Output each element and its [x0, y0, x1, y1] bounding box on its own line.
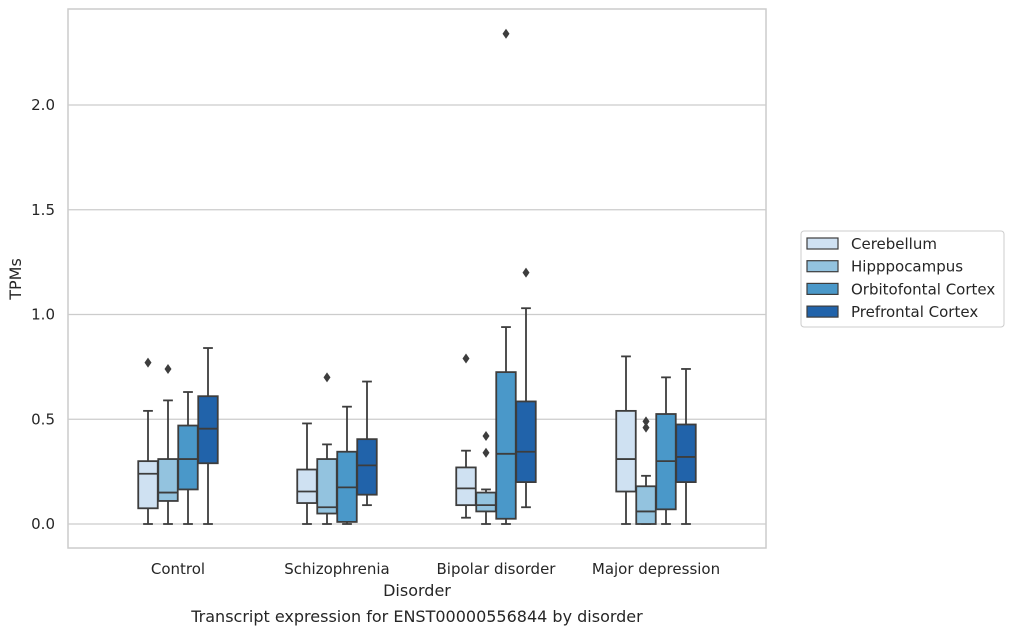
y-tick-label: 0.0 — [31, 515, 55, 533]
box-cerebellum-3 — [615, 355, 637, 525]
box-iqr — [475, 491, 497, 513]
box-cerebellum-0 — [137, 357, 159, 525]
outlier-point — [502, 28, 510, 39]
legend-item: Prefrontal Cortex — [806, 303, 978, 321]
box-cerebellum-1 — [296, 422, 318, 525]
legend-item: Cerebellum — [806, 235, 937, 253]
legend-swatch — [806, 260, 839, 273]
outlier-point — [144, 357, 152, 368]
box-cerebellum-2 — [455, 353, 477, 519]
x-axis-label: Disorder — [383, 581, 451, 600]
outlier-point — [642, 422, 650, 433]
box-iqr — [157, 458, 179, 502]
outlier-point — [164, 363, 172, 374]
outlier-point — [522, 267, 530, 278]
legend-label: Prefrontal Cortex — [851, 303, 978, 321]
legend-label: Orbitofontal Cortex — [851, 280, 995, 298]
outlier-point — [482, 431, 490, 442]
box-orbitofontal-cortex-2 — [495, 28, 517, 525]
legend-swatch — [806, 282, 839, 295]
box-iqr — [356, 438, 378, 496]
legend-label: Hipppocampus — [851, 258, 963, 276]
x-tick-label: Schizophrenia — [284, 560, 389, 578]
legend-swatch — [806, 305, 839, 318]
box-orbitofontal-cortex-3 — [655, 376, 677, 525]
box-iqr — [197, 395, 219, 465]
box-prefrontal-cortex-2 — [515, 267, 537, 509]
box-hipppocampus-2 — [475, 431, 497, 525]
box-iqr — [296, 468, 318, 504]
box-iqr — [635, 485, 657, 525]
box-iqr — [177, 424, 199, 491]
chart-caption: Transcript expression for ENST0000055684… — [190, 607, 643, 626]
legend-label: Cerebellum — [851, 235, 937, 253]
outlier-point — [642, 416, 650, 427]
y-tick-label: 0.5 — [31, 410, 55, 428]
box-hipppocampus-1 — [316, 372, 338, 525]
outlier-point — [462, 353, 470, 364]
y-tick-label: 2.0 — [31, 96, 55, 114]
legend-item: Orbitofontal Cortex — [806, 280, 995, 298]
box-prefrontal-cortex-1 — [356, 380, 378, 507]
box-orbitofontal-cortex-1 — [336, 405, 358, 525]
y-axis-label: TPMs — [6, 258, 25, 301]
box-prefrontal-cortex-3 — [675, 368, 697, 525]
y-tick-label: 1.5 — [31, 201, 55, 219]
box-hipppocampus-3 — [635, 416, 657, 525]
legend-frame — [800, 230, 1005, 328]
x-tick-label: Major depression — [592, 560, 720, 578]
box-iqr — [675, 423, 697, 483]
legend-item: Hipppocampus — [806, 258, 963, 276]
box-iqr — [615, 409, 637, 493]
box-iqr — [455, 466, 477, 507]
y-tick-labels: 0.0 0.5 1.0 1.5 2.0 — [31, 96, 55, 533]
x-tick-labels: Control Schizophrenia Bipolar disorder Majo… — [151, 560, 720, 578]
legend: Cerebellum Hipppocampus Orbitofontal Corte… — [800, 230, 1005, 328]
box-iqr — [495, 371, 517, 520]
plot-area-frame — [67, 8, 767, 549]
box-iqr — [515, 400, 537, 484]
boxes — [137, 28, 697, 525]
box-iqr — [137, 460, 159, 510]
box-iqr — [316, 458, 338, 515]
x-tick-label: Control — [151, 560, 205, 578]
outlier-point — [323, 372, 331, 383]
outlier-point — [482, 447, 490, 458]
box-prefrontal-cortex-0 — [197, 347, 219, 525]
box-hipppocampus-0 — [157, 363, 179, 525]
legend-swatch — [806, 237, 839, 250]
box-orbitofontal-cortex-0 — [177, 391, 199, 525]
y-tick-label: 1.0 — [31, 306, 55, 324]
x-tick-label: Bipolar disorder — [437, 560, 557, 578]
